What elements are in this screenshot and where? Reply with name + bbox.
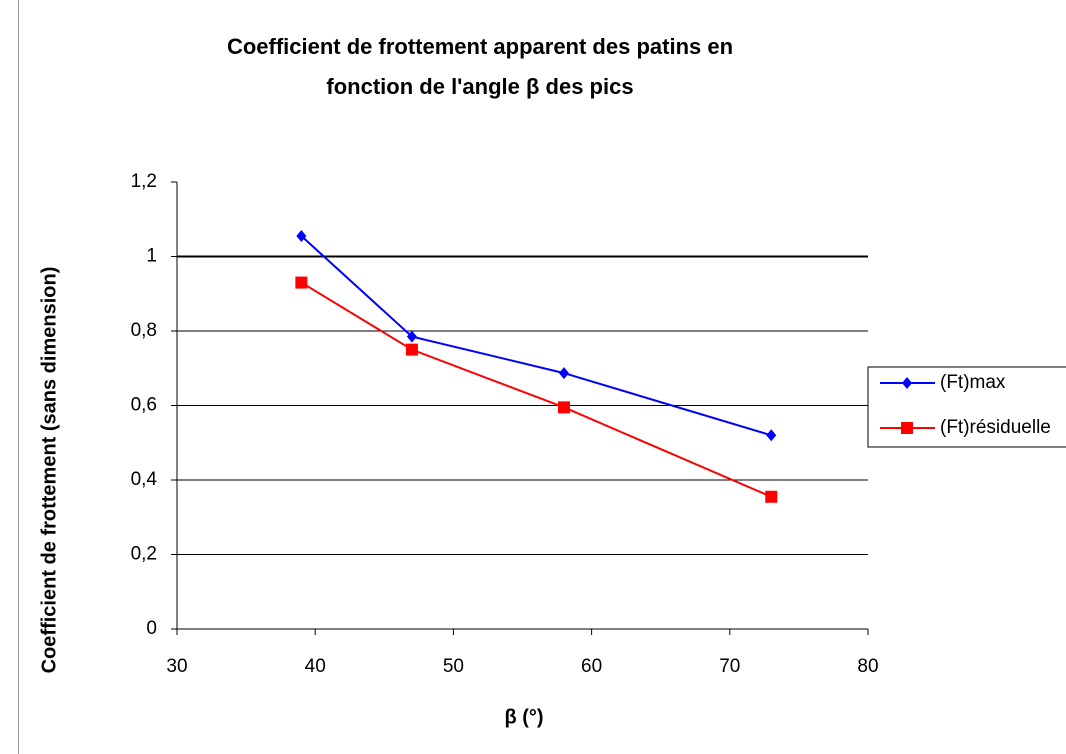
y-tick-label: 0,8	[131, 320, 157, 341]
marker	[296, 230, 307, 243]
x-tick-label: 60	[581, 656, 602, 677]
x-tick-label: 30	[166, 656, 187, 677]
series-line	[300, 281, 772, 498]
y-axis-label: Coefficient de frottement (sans dimensio…	[38, 267, 60, 674]
y-tick-label: 0,4	[131, 469, 158, 490]
y-tick-label: 1	[146, 246, 157, 267]
marker	[295, 276, 308, 289]
x-tick-label: 80	[857, 656, 878, 677]
x-axis-label: β (°)	[504, 706, 543, 728]
legend-marker	[901, 422, 913, 434]
marker	[765, 490, 778, 503]
marker	[557, 401, 570, 414]
y-tick-label: 0,6	[131, 395, 157, 416]
marker	[766, 429, 777, 442]
marker	[406, 330, 417, 343]
marker	[558, 367, 569, 380]
legend-label: (Ft)max	[940, 372, 1006, 393]
y-tick-label: 0	[146, 618, 157, 639]
y-tick-label: 0,2	[131, 544, 157, 565]
chart-title-line: fonction de l'angle β des pics	[326, 74, 633, 99]
series-line	[300, 235, 772, 437]
marker	[405, 343, 418, 356]
x-tick-label: 40	[305, 656, 326, 677]
legend-label: (Ft)résiduelle	[940, 417, 1051, 438]
legend-marker	[902, 377, 912, 389]
chart-title-line: Coefficient de frottement apparent des p…	[227, 34, 733, 59]
y-tick-label: 1,2	[131, 171, 157, 192]
x-tick-label: 70	[719, 656, 740, 677]
x-tick-label: 50	[443, 656, 464, 677]
